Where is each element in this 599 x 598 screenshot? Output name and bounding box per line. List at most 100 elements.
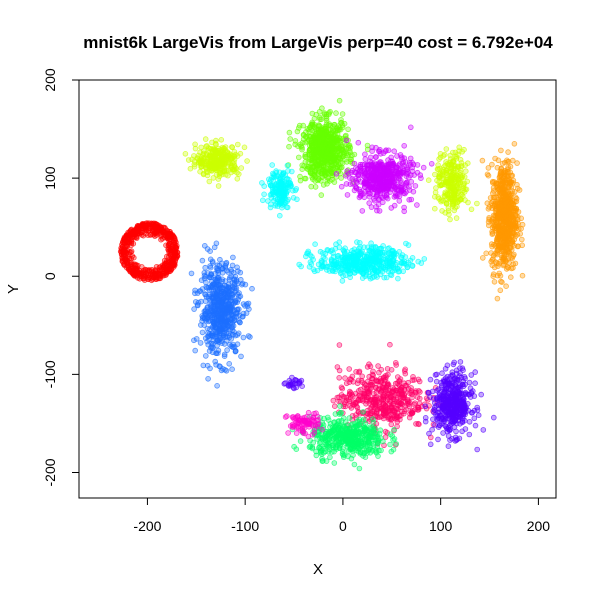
data-point-cluster-2 (216, 171, 223, 177)
data-point-cluster-8 (507, 169, 514, 176)
data-point-cluster-2 (203, 143, 210, 150)
data-point-cluster-10 (348, 455, 355, 462)
data-point-cluster-2 (191, 163, 198, 170)
data-point-cluster-2 (216, 155, 222, 161)
data-point-cluster-6 (339, 278, 346, 284)
data-point-cluster-3 (329, 154, 336, 161)
data-point-cluster-8 (489, 178, 496, 185)
data-point-cluster-3 (321, 150, 328, 156)
data-point-cluster-1 (208, 303, 214, 310)
data-point-cluster-5 (369, 185, 376, 191)
data-point-cluster-7 (448, 196, 454, 203)
data-point-cluster-3 (307, 124, 314, 131)
data-point-cluster-3 (326, 134, 333, 140)
data-point-cluster-2 (218, 137, 225, 143)
data-point-cluster-2 (244, 158, 250, 164)
data-point-cluster-5 (401, 163, 407, 169)
data-point-cluster-9 (338, 384, 345, 391)
data-point-cluster-2 (215, 183, 222, 189)
data-point-cluster-9 (387, 341, 393, 348)
data-point-cluster-1 (211, 244, 218, 251)
data-point-cluster-8 (492, 155, 498, 162)
data-point-cluster-10 (362, 425, 369, 432)
data-point-cluster-7 (438, 198, 444, 205)
data-point-cluster-3 (286, 143, 292, 150)
data-point-cluster-9 (355, 396, 362, 403)
data-point-cluster-9 (342, 375, 348, 381)
data-point-cluster-1 (221, 353, 228, 360)
data-point-cluster-5 (368, 204, 375, 210)
data-point-cluster-5 (407, 124, 414, 131)
data-point-cluster-2 (210, 175, 217, 181)
data-point-cluster-7 (453, 154, 460, 160)
data-point-cluster-8 (505, 221, 512, 227)
data-point-cluster-9 (394, 374, 401, 380)
data-point-cluster-1 (239, 280, 246, 287)
data-point-cluster-7 (436, 156, 442, 162)
data-point-cluster-1 (199, 257, 206, 264)
data-point-cluster-6 (362, 253, 368, 260)
data-point-cluster-7 (461, 146, 467, 153)
data-point-cluster-10 (377, 427, 384, 434)
data-point-cluster-3 (324, 170, 330, 176)
data-point-cluster-2 (231, 153, 238, 159)
data-point-cluster-1 (205, 318, 212, 325)
data-point-cluster-9 (405, 398, 412, 405)
data-point-cluster-8 (488, 250, 494, 256)
data-point-cluster-9 (331, 403, 338, 410)
data-point-cluster-3 (299, 144, 305, 151)
data-point-cluster-3 (305, 137, 312, 143)
data-point-cluster-9 (346, 366, 353, 372)
data-point-cluster-3 (309, 110, 316, 117)
data-point-cluster-8 (498, 147, 504, 154)
data-point-cluster-5 (367, 158, 373, 165)
data-point-cluster-6 (404, 264, 411, 271)
data-point-cluster-1 (202, 264, 209, 271)
data-point-cluster-2 (182, 151, 189, 157)
data-point-cluster-5 (403, 170, 409, 177)
data-point-cluster-1 (223, 325, 230, 331)
data-point-cluster-1 (192, 347, 199, 354)
data-point-cluster-10 (363, 431, 369, 438)
data-point-cluster-4 (294, 196, 300, 203)
data-point-cluster-8 (504, 159, 511, 165)
data-point-cluster-1 (236, 306, 242, 313)
data-point-cluster-5 (410, 188, 417, 195)
data-point-cluster-1 (214, 382, 220, 389)
data-point-cluster-5 (412, 183, 419, 189)
data-point-cluster-5 (357, 161, 364, 168)
data-point-cluster-8 (505, 191, 512, 198)
data-point-cluster-9 (388, 421, 395, 428)
data-point-cluster-1 (203, 279, 209, 286)
data-point-cluster-8 (518, 215, 524, 222)
data-point-cluster-5 (362, 156, 369, 162)
data-point-cluster-0 (153, 229, 159, 236)
data-point-cluster-0 (160, 266, 167, 273)
data-point-cluster-6 (390, 257, 397, 264)
data-point-cluster-6 (334, 260, 340, 266)
data-point-cluster-3 (336, 164, 343, 171)
data-point-cluster-5 (428, 161, 435, 167)
data-point-cluster-1 (235, 268, 241, 274)
data-point-cluster-10 (391, 426, 397, 433)
data-point-cluster-0 (166, 251, 173, 257)
data-point-cluster-7 (447, 216, 453, 223)
data-point-cluster-5 (343, 181, 350, 187)
data-point-cluster-10 (346, 415, 353, 421)
data-point-cluster-2 (198, 144, 205, 151)
data-point-cluster-10 (345, 442, 352, 448)
data-point-cluster-5 (373, 181, 380, 188)
data-point-cluster-0 (167, 267, 174, 274)
data-point-cluster-9 (372, 385, 379, 391)
data-point-cluster-8 (495, 245, 502, 251)
data-point-cluster-1 (216, 332, 223, 339)
data-point-cluster-4 (292, 187, 299, 194)
data-point-cluster-1 (194, 302, 201, 308)
data-point-cluster-6 (403, 240, 409, 247)
data-point-cluster-0 (148, 231, 154, 238)
data-point-cluster-3 (329, 149, 336, 156)
data-point-cluster-10 (351, 461, 358, 468)
data-point-cluster-3 (318, 129, 325, 136)
data-point-cluster-7 (442, 210, 449, 216)
data-point-cluster-6 (333, 241, 339, 248)
